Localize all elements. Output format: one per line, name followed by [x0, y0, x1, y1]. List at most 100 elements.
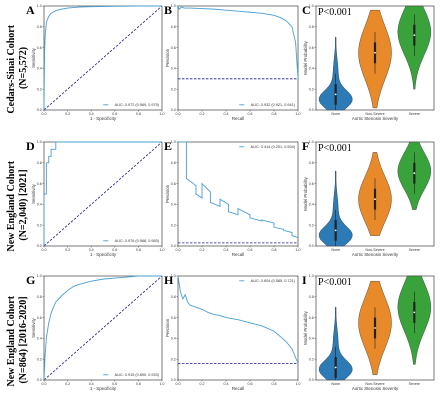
- x-axis-label: 1 - Specificity: [90, 116, 117, 121]
- x-axis-label: Recall: [232, 252, 244, 257]
- y-tick-label: 0.4: [171, 337, 176, 341]
- category-label: Severe: [409, 382, 420, 386]
- x-tick-label: 0.8: [272, 248, 277, 252]
- panel-d: D 0.0 0.2 0.4 0.6 0.8 1.0 0.0 0.2 0.4 0.6 0.8 1.0 1 -…: [26, 139, 165, 257]
- category-label: None: [331, 382, 340, 386]
- panel-f: F 0.0 0.2 0.4 0.6 0.8 1.0 Aortic Stenosis Sever…: [302, 139, 435, 257]
- plot-frame-c: [315, 5, 435, 111]
- x-tick-label: 0.4: [224, 248, 229, 252]
- y-tick-label: 0.6: [37, 316, 42, 320]
- x-tick-label: 0.8: [136, 382, 141, 386]
- series-line: [43, 5, 163, 111]
- y-tick-label: 1.0: [309, 274, 314, 278]
- x-tick-label: 1.0: [160, 248, 165, 252]
- x-tick-label: 0.0: [42, 382, 47, 386]
- legend-label: AUC: 0.414 (0.251, 0.594): [251, 145, 296, 149]
- y-tick-label: 0.6: [37, 182, 42, 186]
- y-axis-label: Model Probability: [303, 310, 308, 344]
- plot-frame-i: [315, 275, 435, 381]
- x-tick-label: 0.0: [42, 112, 47, 116]
- panel-letter-d: D: [26, 139, 35, 153]
- legend-label: AUC: 0.932 (0.921, 0.941): [251, 103, 296, 107]
- x-tick-label: 0.6: [248, 112, 253, 116]
- y-tick-label: 0.6: [309, 182, 314, 186]
- panel-letter-c: C: [302, 3, 311, 17]
- violin-median-dot: [334, 93, 337, 96]
- x-tick-label: 0.0: [176, 112, 181, 116]
- y-tick-label: 0.8: [37, 161, 42, 165]
- y-tick-label: 0.6: [171, 316, 176, 320]
- y-tick-label: 0.2: [309, 87, 314, 91]
- plot-frame-f: [315, 141, 435, 247]
- y-axis-label: Sensitivity: [31, 183, 36, 204]
- chance-diagonal-line: [43, 5, 163, 111]
- chance-diagonal-line: [43, 141, 163, 247]
- x-tick-label: 0.4: [89, 112, 94, 116]
- x-tick-label: 0.6: [112, 248, 117, 252]
- series-line: [43, 275, 162, 381]
- x-tick-label: 0.8: [272, 112, 277, 116]
- panel-letter-i: I: [302, 273, 307, 287]
- category-label: Non-Severe: [365, 382, 384, 386]
- y-tick-label: 0.8: [309, 295, 314, 299]
- panel-letter-h: H: [164, 273, 174, 287]
- panel-g: G 0.0 0.2 0.4 0.6 0.8 1.0 0.0 0.2 0.4 0.6 0.8 1.0 1 -…: [26, 273, 165, 391]
- panel-letter-g: G: [26, 273, 35, 287]
- x-tick-label: 1.0: [296, 382, 301, 386]
- y-tick-label: 1.0: [309, 140, 314, 144]
- series-line: [177, 275, 299, 364]
- y-tick-label: 0.2: [309, 223, 314, 227]
- cohort-label-3: New England Cohort (N=864) [2016-2020]: [6, 293, 29, 386]
- y-tick-label: 0.8: [309, 161, 314, 165]
- x-tick-label: 0.0: [176, 248, 181, 252]
- violin-median-dot: [334, 229, 337, 232]
- violin-median-dot: [413, 311, 416, 314]
- y-tick-label: 1.0: [37, 140, 42, 144]
- y-tick-label: 0.4: [171, 67, 176, 71]
- y-tick-label: 0.0: [171, 108, 176, 112]
- y-tick-label: 0.2: [37, 223, 42, 227]
- series-line: [43, 141, 162, 246]
- category-label: Severe: [409, 248, 420, 252]
- x-tick-label: 0.4: [224, 112, 229, 116]
- x-tick-label: 0.6: [112, 112, 117, 116]
- y-tick-label: 1.0: [171, 4, 176, 8]
- y-tick-label: 1.0: [309, 4, 314, 8]
- y-axis-label: Model Probability: [303, 40, 308, 74]
- x-tick-label: 0.2: [65, 382, 70, 386]
- y-tick-label: 0.0: [309, 244, 314, 248]
- x-axis-label: Aortic Stenosis Severity: [352, 386, 399, 391]
- y-tick-label: 0.6: [309, 316, 314, 320]
- y-axis-label: Precision: [165, 48, 170, 67]
- y-tick-label: 0.4: [37, 203, 42, 207]
- y-tick-label: 0.6: [171, 46, 176, 50]
- p-value-annotation: P<0.001: [318, 277, 352, 288]
- y-tick-label: 0.8: [37, 295, 42, 299]
- plot-frame-g: [43, 275, 163, 381]
- violin-median-dot: [374, 198, 376, 201]
- y-tick-label: 0.4: [37, 67, 42, 71]
- x-axis-label: Aortic Stenosis Severity: [352, 252, 399, 257]
- x-tick-label: 0.6: [248, 248, 253, 252]
- x-tick-label: 0.0: [42, 248, 47, 252]
- violin-median-dot: [413, 34, 416, 37]
- y-tick-label: 0.4: [309, 67, 314, 71]
- series-line: [178, 141, 299, 239]
- y-tick-label: 1.0: [37, 4, 42, 8]
- x-tick-label: 0.4: [89, 248, 94, 252]
- legend-label: AUC: 0.915 (0.890, 0.933): [115, 373, 160, 377]
- y-tick-label: 0.4: [309, 203, 314, 207]
- p-value-annotation: P<0.001: [318, 7, 352, 18]
- legend-label: AUC: 0.972 (0.969, 0.975): [115, 103, 160, 107]
- x-tick-label: 0.8: [272, 382, 277, 386]
- cohort-label-1: Cedars-Sinai Cohort (N=5,572): [6, 22, 29, 113]
- y-tick-label: 0.8: [37, 25, 42, 29]
- y-tick-label: 0.0: [309, 108, 314, 112]
- x-tick-label: 0.8: [136, 248, 141, 252]
- panel-i: I 0.0 0.2 0.4 0.6 0.8 1.0 Aortic Stenosis Sever…: [302, 273, 435, 391]
- x-tick-label: 0.8: [136, 112, 141, 116]
- violin-median-dot: [413, 172, 416, 175]
- panel-a: A 0.0 0.2 0.4 0.6 0.8 1.0 0.0 0.2 0.4 0.6 0.8 1.0 1 -…: [26, 3, 165, 121]
- y-tick-label: 1.0: [37, 274, 42, 278]
